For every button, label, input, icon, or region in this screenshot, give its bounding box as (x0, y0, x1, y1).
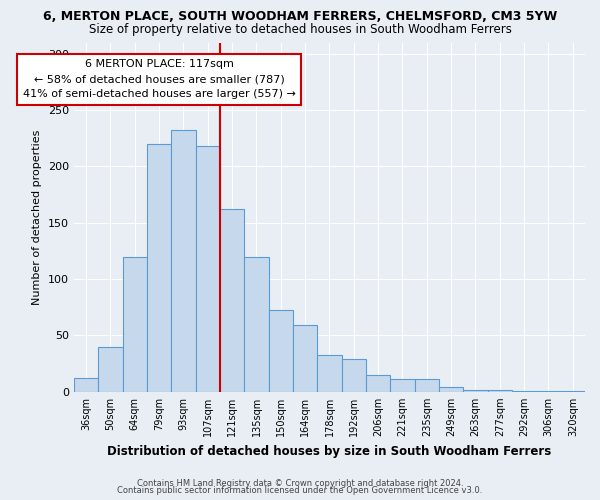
Bar (244, 256, 269, 392)
Bar (536, 390, 560, 392)
Bar (341, 359, 366, 392)
X-axis label: Distribution of detached houses by size in South Woodham Ferrers: Distribution of detached houses by size … (107, 444, 551, 458)
Bar (439, 388, 463, 392)
Text: 6 MERTON PLACE: 117sqm
← 58% of detached houses are smaller (787)
41% of semi-de: 6 MERTON PLACE: 117sqm ← 58% of detached… (23, 60, 296, 99)
Bar (98, 346, 122, 392)
Bar (512, 390, 536, 392)
Bar (122, 256, 147, 392)
Bar (147, 144, 171, 392)
Bar (560, 390, 585, 392)
Bar (220, 210, 244, 392)
Bar (293, 326, 317, 392)
Bar (171, 130, 196, 392)
Bar (269, 310, 293, 392)
Bar (391, 380, 415, 392)
Bar (488, 390, 512, 392)
Text: Contains public sector information licensed under the Open Government Licence v3: Contains public sector information licen… (118, 486, 482, 495)
Bar (317, 354, 341, 392)
Bar (415, 380, 439, 392)
Text: 6, MERTON PLACE, SOUTH WOODHAM FERRERS, CHELMSFORD, CM3 5YW: 6, MERTON PLACE, SOUTH WOODHAM FERRERS, … (43, 10, 557, 23)
Bar (196, 146, 220, 392)
Y-axis label: Number of detached properties: Number of detached properties (32, 130, 43, 305)
Text: Contains HM Land Registry data © Crown copyright and database right 2024.: Contains HM Land Registry data © Crown c… (137, 478, 463, 488)
Text: Size of property relative to detached houses in South Woodham Ferrers: Size of property relative to detached ho… (89, 22, 511, 36)
Bar (463, 390, 488, 392)
Bar (366, 375, 391, 392)
Bar (74, 378, 98, 392)
